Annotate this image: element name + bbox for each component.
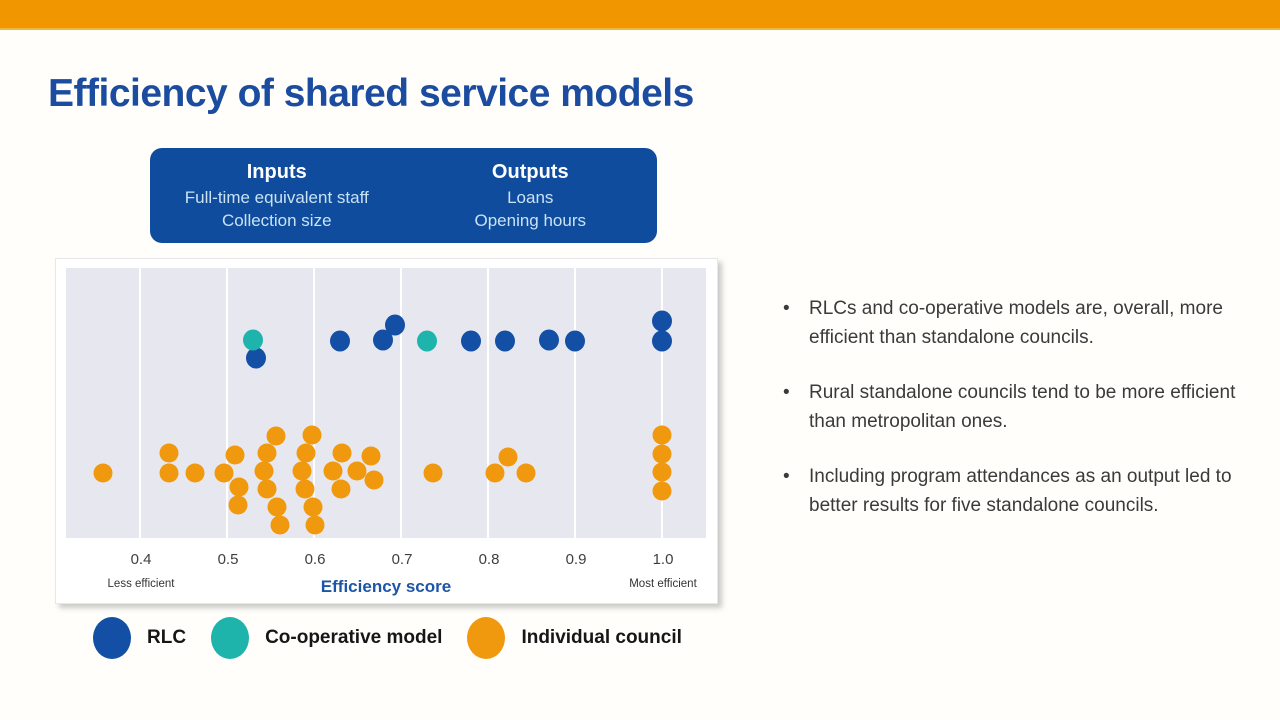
- gridline: [139, 268, 141, 538]
- list-item: • RLCs and co-operative models are, over…: [783, 294, 1239, 352]
- data-point-rlc: [538, 329, 559, 351]
- data-point-individual-council: [498, 447, 518, 467]
- data-point-individual-council: [159, 443, 179, 463]
- bullet-icon: •: [783, 382, 790, 403]
- list-item: • Rural standalone councils tend to be m…: [783, 378, 1239, 436]
- efficiency-chart-panel: 0.4 0.5 0.6 0.7 0.8 0.9 1.0 Less efficient Mos…: [55, 258, 718, 604]
- legend-label: Co-operative model: [265, 627, 443, 648]
- data-point-rlc: [384, 314, 405, 336]
- data-point-individual-council: [267, 497, 287, 517]
- data-point-individual-council: [229, 477, 249, 497]
- x-tick-label: 0.4: [130, 551, 152, 568]
- data-point-individual-council: [292, 461, 312, 481]
- x-tick-label: 0.5: [217, 551, 239, 568]
- gridline: [487, 268, 489, 538]
- data-point-rlc: [460, 330, 481, 352]
- bullet-icon: •: [783, 298, 790, 319]
- data-point-individual-council: [652, 462, 672, 482]
- data-point-individual-council: [305, 515, 325, 535]
- data-point-individual-council: [225, 445, 245, 465]
- x-tick-label: 0.9: [565, 551, 587, 568]
- legend-label: Individual council: [521, 627, 682, 648]
- data-point-rlc: [372, 329, 393, 351]
- outputs-column: Outputs Loans Opening hours: [404, 159, 658, 243]
- inputs-column: Inputs Full-time equivalent staff Collec…: [150, 159, 404, 243]
- top-accent-bar: [0, 0, 1280, 30]
- data-point-individual-council: [303, 497, 323, 517]
- data-point-rlc: [245, 347, 266, 369]
- data-point-co-operative-model: [417, 330, 438, 352]
- data-point-individual-council: [266, 426, 286, 446]
- x-axis-title: Efficiency score: [320, 577, 452, 596]
- gridline: [574, 268, 576, 538]
- outputs-heading: Outputs: [491, 161, 569, 183]
- outputs-item: Opening hours: [474, 211, 587, 230]
- data-point-individual-council: [257, 479, 277, 499]
- x-tick-label: 0.6: [304, 551, 326, 568]
- bullet-text: Rural standalone councils tend to be mor…: [809, 382, 1236, 432]
- key-findings-list: • RLCs and co-operative models are, over…: [783, 294, 1239, 546]
- data-point-rlc: [652, 310, 672, 332]
- data-point-individual-council: [228, 495, 248, 515]
- gridline: [400, 268, 402, 538]
- data-point-individual-council: [296, 443, 316, 463]
- cooperative-swatch-icon: [211, 617, 250, 659]
- rlc-swatch-icon: [93, 617, 131, 659]
- gridline: [313, 268, 315, 538]
- data-point-individual-council: [485, 463, 505, 483]
- inputs-outputs-box: Inputs Full-time equivalent staff Collec…: [150, 148, 657, 243]
- list-item: • Including program attendances as an ou…: [783, 462, 1239, 520]
- data-point-individual-council: [652, 481, 672, 501]
- data-point-individual-council: [332, 443, 352, 463]
- data-point-individual-council: [331, 479, 351, 499]
- data-point-individual-council: [214, 463, 234, 483]
- data-point-individual-council: [254, 461, 274, 481]
- x-tick-label: 1.0: [652, 551, 674, 568]
- legend-item-individual: Individual council: [467, 617, 682, 659]
- data-point-co-operative-model: [243, 329, 264, 351]
- data-point-individual-council: [159, 463, 179, 483]
- legend-label: RLC: [147, 627, 187, 648]
- data-point-individual-council: [361, 446, 381, 466]
- bullet-icon: •: [783, 466, 790, 487]
- data-point-individual-council: [652, 444, 672, 464]
- data-point-rlc: [495, 330, 516, 352]
- x-tick-label: 0.7: [391, 551, 413, 568]
- legend-item-rlc: RLC: [93, 617, 186, 659]
- less-efficient-label: Less efficient: [107, 578, 175, 590]
- data-point-individual-council: [652, 425, 672, 445]
- data-point-individual-council: [347, 461, 367, 481]
- bullet-text: RLCs and co-operative models are, overal…: [809, 298, 1223, 348]
- inputs-item: Collection size: [221, 211, 332, 230]
- x-tick-label: 0.8: [478, 551, 500, 568]
- most-efficient-label: Most efficient: [629, 578, 697, 590]
- data-point-individual-council: [185, 463, 205, 483]
- data-point-rlc: [330, 330, 351, 352]
- legend-item-cooperative: Co-operative model: [211, 617, 442, 659]
- data-point-individual-council: [364, 470, 384, 490]
- chart-legend: RLC Co-operative model Individual counci…: [93, 617, 682, 659]
- inputs-item: Full-time equivalent staff: [184, 188, 369, 207]
- page-title: Efficiency of shared service models: [48, 72, 694, 115]
- plot-area: [66, 268, 706, 538]
- data-point-rlc: [652, 330, 672, 352]
- outputs-item: Loans: [507, 188, 554, 207]
- data-point-rlc: [565, 330, 585, 352]
- individual-swatch-icon: [467, 617, 506, 659]
- data-point-individual-council: [93, 463, 113, 483]
- gridline: [226, 268, 228, 538]
- data-point-individual-council: [257, 443, 277, 463]
- inputs-heading: Inputs: [246, 161, 307, 183]
- data-point-individual-council: [516, 463, 536, 483]
- gridline: [661, 268, 663, 538]
- data-point-individual-council: [302, 425, 322, 445]
- bullet-text: Including program attendances as an outp…: [809, 466, 1232, 516]
- data-point-individual-council: [323, 461, 343, 481]
- data-point-individual-council: [295, 479, 315, 499]
- data-point-individual-council: [270, 515, 290, 535]
- data-point-individual-council: [423, 463, 443, 483]
